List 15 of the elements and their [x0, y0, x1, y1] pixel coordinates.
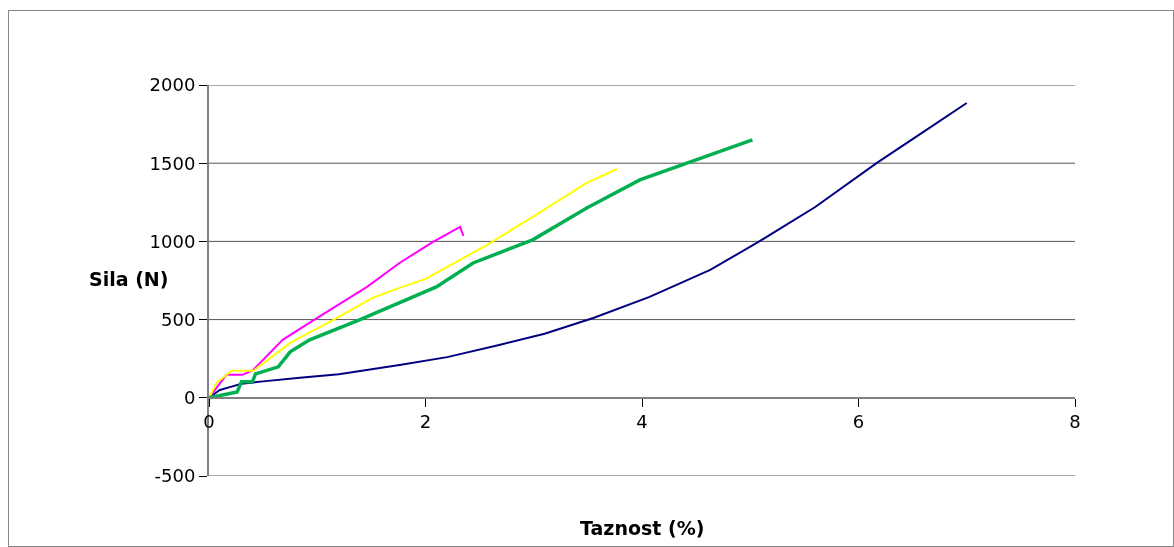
y-tick-label: 0 — [183, 387, 196, 409]
x-tick-label: 6 — [852, 411, 865, 433]
y-axis-title: Sila (N) — [89, 268, 169, 290]
line-series — [209, 167, 619, 399]
y-tick-label: 1500 — [149, 152, 196, 174]
x-tick-label: 2 — [419, 411, 432, 433]
y-tick-label: 1000 — [149, 230, 196, 252]
x-tick-label: 0 — [203, 411, 215, 433]
line-series — [209, 138, 755, 400]
y-tick-label: 500 — [161, 308, 196, 330]
x-tick-label: 4 — [636, 411, 648, 433]
x-axis-title: Taznost (%) — [580, 517, 705, 539]
y-tick-label: -500 — [154, 465, 196, 487]
x-tick-label: 8 — [1069, 411, 1081, 433]
y-tick-label: 2000 — [149, 74, 196, 96]
